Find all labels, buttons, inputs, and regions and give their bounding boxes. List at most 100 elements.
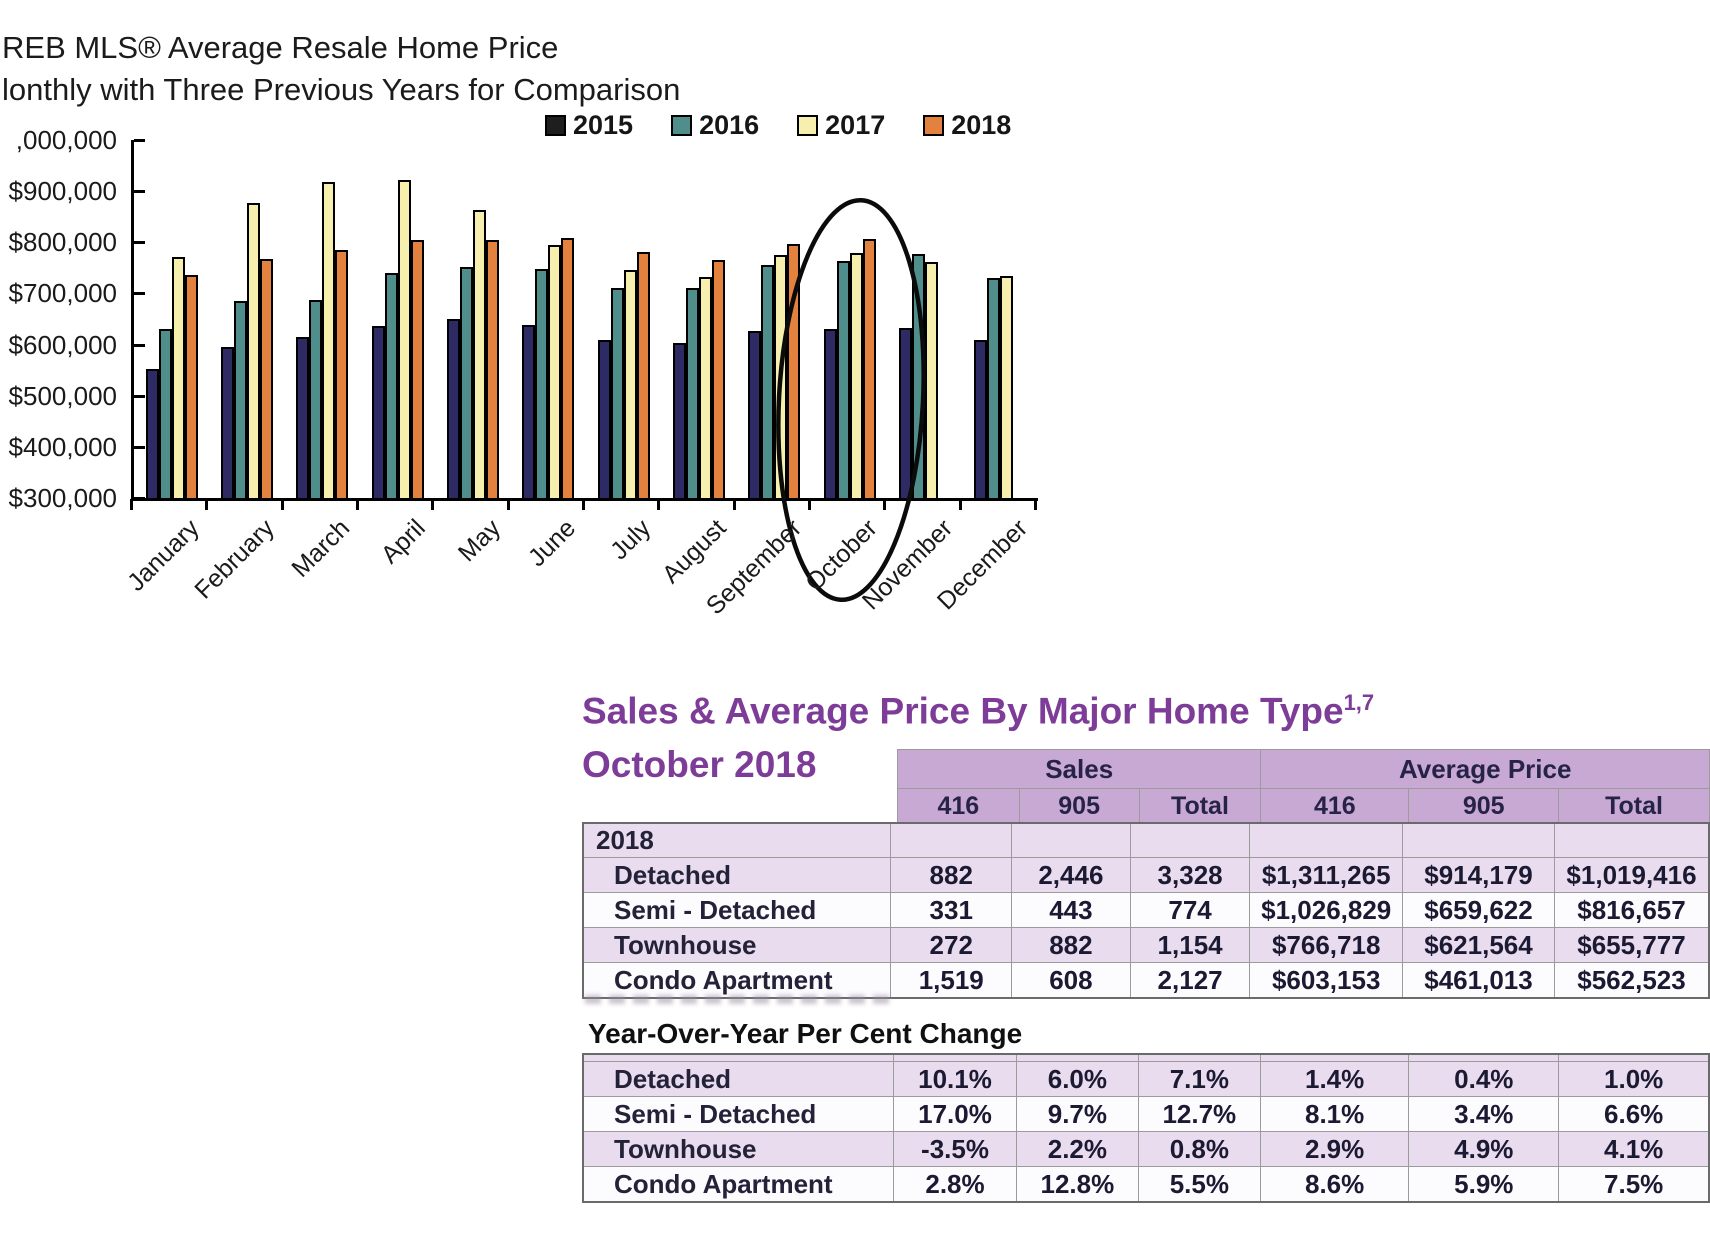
x-axis-tick bbox=[582, 499, 585, 510]
value-cell: 8.6% bbox=[1260, 1166, 1410, 1203]
bar-2016 bbox=[535, 269, 549, 498]
bar-2017 bbox=[698, 277, 712, 498]
y-axis-tick bbox=[134, 497, 145, 500]
legend-label: 2018 bbox=[951, 110, 1012, 140]
bar-2017 bbox=[849, 252, 863, 498]
table-row: Detached 882 2,446 3,328 $1,311,265 $914,179 $… bbox=[582, 857, 1710, 893]
x-axis-tick bbox=[657, 499, 661, 510]
table-row: Semi - Detached 331 443 774 $1,026,829 $659,6… bbox=[582, 892, 1710, 928]
value-cell: 2,127 bbox=[1129, 962, 1251, 999]
group-header-cell: Sales bbox=[896, 749, 1262, 789]
bar-2016 bbox=[911, 254, 925, 498]
empty-cell bbox=[890, 822, 1013, 858]
bar-2015 bbox=[672, 343, 686, 498]
empty-cell bbox=[1129, 822, 1251, 858]
bar-2016 bbox=[158, 328, 172, 498]
month-label: July bbox=[605, 514, 657, 566]
bar-2016 bbox=[685, 287, 699, 498]
bar-2015 bbox=[748, 330, 762, 498]
value-cell: $562,523 bbox=[1554, 962, 1710, 999]
yoy-table: Detached 10.1% 6.0% 7.1% 1.4% 0.4% 1.0% Semi - … bbox=[582, 1053, 1710, 1203]
print-smudge-artifact bbox=[585, 995, 895, 1004]
value-cell: 1.4% bbox=[1260, 1061, 1410, 1097]
section-title: Sales & Average Price By Major Home Type… bbox=[582, 690, 1374, 732]
sliver-cell bbox=[1558, 1053, 1710, 1062]
yoy-row: Condo Apartment 2.8% 12.8% 5.5% 8.6% 5.9% 7.5% bbox=[582, 1166, 1710, 1203]
row-label: Townhouse bbox=[582, 927, 892, 963]
x-axis-tick bbox=[431, 499, 435, 510]
bar-2018 bbox=[636, 251, 650, 498]
value-cell: 0.8% bbox=[1137, 1131, 1262, 1167]
sliver-cell bbox=[1260, 1053, 1410, 1062]
value-cell: 3.4% bbox=[1408, 1096, 1560, 1132]
bar-2018 bbox=[711, 260, 725, 498]
value-cell: 5.5% bbox=[1137, 1166, 1262, 1203]
month-group-april bbox=[360, 140, 435, 498]
value-cell: 2,446 bbox=[1011, 857, 1131, 893]
sub-header-row: 416 905 Total 416 905 Total bbox=[897, 788, 1710, 824]
sliver-cell bbox=[1408, 1053, 1560, 1062]
bar-2015 bbox=[597, 339, 611, 498]
x-axis-tick bbox=[732, 499, 736, 510]
y-axis-label: $600,000 bbox=[8, 329, 117, 360]
x-axis-tick bbox=[130, 499, 133, 510]
value-cell: 0.4% bbox=[1408, 1061, 1560, 1097]
month-label: March bbox=[286, 514, 356, 583]
x-axis-tick bbox=[808, 499, 811, 510]
value-cell: 6.0% bbox=[1016, 1061, 1139, 1097]
bar-2016 bbox=[836, 261, 850, 498]
value-cell: 774 bbox=[1129, 892, 1251, 928]
x-axis-tick bbox=[205, 499, 209, 510]
legend-swatch-2016 bbox=[671, 115, 693, 136]
value-cell: 17.0% bbox=[892, 1096, 1018, 1132]
bar-2017 bbox=[623, 269, 637, 498]
value-cell: $1,311,265 bbox=[1249, 857, 1403, 893]
legend-item-2017: 2017 bbox=[797, 110, 885, 141]
bars-area bbox=[134, 140, 1038, 498]
sub-header-cell: Total bbox=[1138, 788, 1262, 824]
month-group-january bbox=[134, 140, 209, 498]
row-label: Semi - Detached bbox=[582, 892, 892, 928]
value-cell: $914,179 bbox=[1402, 857, 1555, 893]
bar-2016 bbox=[761, 264, 775, 498]
y-axis-label: $800,000 bbox=[8, 227, 117, 258]
sales-table-header: Sales Average Price 416 905 Total 416 905 Total bbox=[896, 749, 1710, 824]
bar-2017 bbox=[774, 254, 788, 498]
bar-2015 bbox=[522, 324, 536, 498]
legend-label: 2015 bbox=[573, 110, 634, 140]
sliver-cell bbox=[892, 1053, 1018, 1062]
bar-2017 bbox=[548, 245, 562, 498]
month-group-november bbox=[887, 140, 962, 498]
value-cell: 882 bbox=[1011, 927, 1131, 963]
sub-header-cell: 416 bbox=[897, 788, 1020, 824]
value-cell: 1,154 bbox=[1129, 927, 1251, 963]
bar-2015 bbox=[974, 339, 988, 498]
chart-title-line2: lonthly with Three Previous Years for Co… bbox=[2, 72, 681, 107]
value-cell: 10.1% bbox=[892, 1061, 1018, 1097]
month-group-march bbox=[285, 140, 360, 498]
bar-2015 bbox=[446, 319, 460, 498]
sub-header-cell: Total bbox=[1558, 788, 1710, 824]
value-cell: 2.2% bbox=[1016, 1131, 1139, 1167]
chart-legend: 2015 2016 2017 2018 bbox=[545, 110, 1011, 141]
group-header-row: Sales Average Price bbox=[896, 749, 1710, 789]
bar-2018 bbox=[561, 238, 575, 498]
value-cell: 4.9% bbox=[1408, 1131, 1560, 1167]
table-row: Townhouse 272 882 1,154 $766,718 $621,564 $655… bbox=[582, 927, 1710, 963]
value-cell: $655,777 bbox=[1554, 927, 1710, 963]
month-label: February bbox=[189, 514, 280, 605]
value-cell: 1.0% bbox=[1558, 1061, 1710, 1097]
month-group-may bbox=[435, 140, 510, 498]
value-cell: 608 bbox=[1011, 962, 1131, 999]
bar-2015 bbox=[823, 328, 837, 498]
y-axis-tick bbox=[134, 190, 145, 194]
section-subtitle: October 2018 bbox=[582, 744, 817, 785]
month-group-june bbox=[511, 140, 586, 498]
bar-2015 bbox=[145, 369, 159, 498]
legend-item-2018: 2018 bbox=[923, 110, 1011, 141]
sub-header-cell: 905 bbox=[1408, 788, 1560, 824]
sales-table-body: 2018 Detached 882 2,446 3,328 $1,311,265 $914,… bbox=[582, 822, 1710, 999]
y-axis-tick bbox=[134, 292, 145, 296]
value-cell: 5.9% bbox=[1408, 1166, 1560, 1203]
